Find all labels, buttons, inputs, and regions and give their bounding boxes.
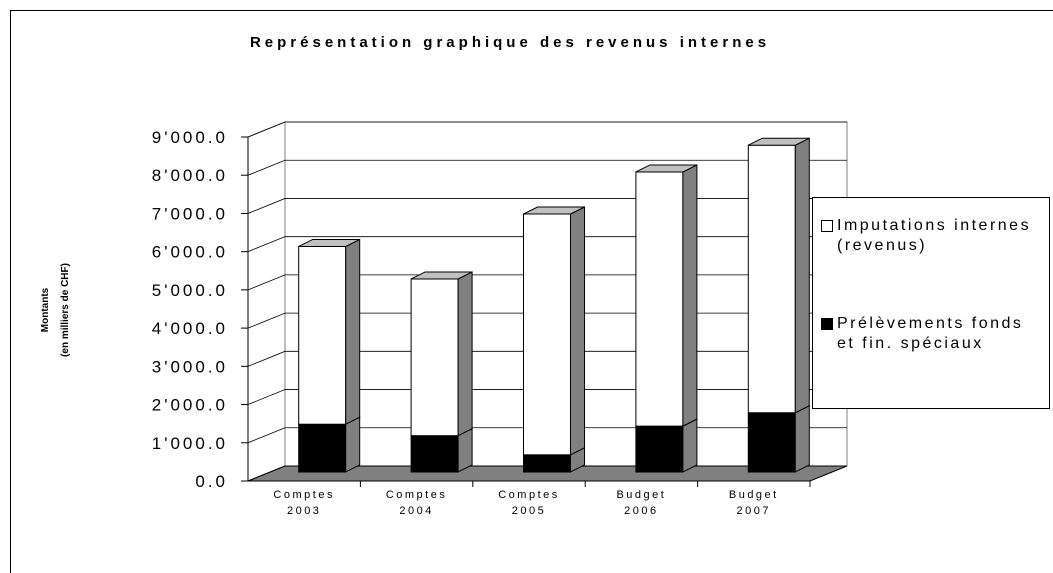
bar-segment (747, 412, 796, 473)
bar-segment (635, 171, 684, 427)
x-tick-label: 2007 (737, 505, 771, 517)
x-tick-label: Budget (616, 489, 666, 501)
x-tick-label: 2004 (399, 505, 433, 517)
bar-side (570, 206, 585, 456)
y-tick-label: 0.0 (195, 472, 228, 491)
bar-top (298, 238, 360, 247)
x-tick-label: 2006 (624, 505, 658, 517)
bar-side (345, 416, 361, 473)
y-tick-label: 6'000.0 (152, 243, 228, 262)
y-tick-label: 4'000.0 (152, 319, 228, 338)
bar-side (794, 137, 810, 414)
bar-segment (523, 213, 571, 456)
bar-segment (747, 144, 796, 414)
bar-top (635, 164, 698, 173)
y-axis-label: (en milliers de CHF) (60, 263, 71, 357)
grid-line (247, 121, 847, 138)
bar-segment (523, 454, 571, 473)
bar-side (345, 238, 361, 426)
y-tick-label: 2'000.0 (152, 396, 228, 415)
bar-top (523, 206, 585, 215)
bar-segment (410, 435, 459, 473)
bar-top (410, 271, 473, 280)
x-tick-label: Comptes (498, 489, 560, 501)
bar-segment (410, 278, 459, 437)
x-tick-label: 2003 (287, 505, 321, 517)
legend-label: Prélèvements fonds et fin. spéciaux (837, 315, 1024, 352)
bar-segment (298, 245, 347, 425)
legend-label: Imputations internes (revenus) (837, 217, 1032, 254)
back-wall (247, 121, 286, 482)
grid-line (247, 159, 847, 176)
bar-segment (635, 425, 684, 473)
chart-title: Représentation graphique des revenus int… (250, 34, 770, 51)
bar-side (682, 164, 698, 427)
legend-item: Imputations internes (revenus) (821, 216, 1046, 256)
chart-border (10, 10, 1053, 573)
bar-top (748, 137, 810, 146)
y-tick-label: 1'000.0 (152, 434, 228, 453)
legend-swatch (821, 318, 833, 330)
y-tick-label: 7'000.0 (152, 204, 228, 223)
y-tick-label: 8'000.0 (152, 166, 228, 185)
bar-side (682, 418, 698, 473)
legend: Imputations internes (revenus) Prélèvemen… (812, 197, 1050, 409)
bar-side (457, 271, 473, 437)
legend-item: Prélèvements fonds et fin. spéciaux (821, 314, 1046, 354)
legend-swatch (821, 220, 833, 232)
bar-segment (298, 423, 347, 473)
bar-side (794, 404, 810, 473)
y-tick-label: 5'000.0 (152, 281, 228, 300)
y-tick-label: 9'000.0 (152, 128, 228, 147)
x-tick-label: Budget (729, 489, 779, 501)
x-tick-label: Comptes (273, 489, 335, 501)
y-axis-label: Montants (40, 287, 51, 332)
x-tick-label: Comptes (386, 489, 448, 501)
x-tick-label: 2005 (512, 505, 546, 517)
y-tick-label: 3'000.0 (152, 357, 228, 376)
